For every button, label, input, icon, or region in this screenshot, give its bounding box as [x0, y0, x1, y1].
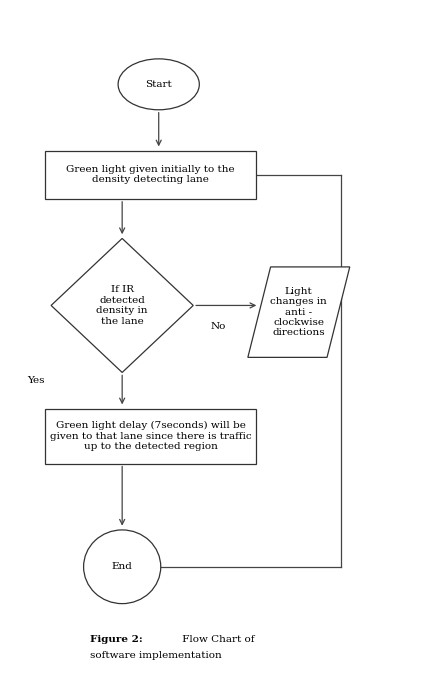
Ellipse shape	[118, 59, 199, 110]
Bar	[45, 408, 256, 463]
Text: Light
changes in
anti -
clockwise
directions: Light changes in anti - clockwise direct…	[270, 287, 327, 337]
Text: Yes: Yes	[27, 376, 45, 385]
Polygon shape	[51, 239, 193, 373]
Text: If IR
detected
density in
the lane: If IR detected density in the lane	[96, 285, 148, 325]
Text: Figure 2:: Figure 2:	[90, 634, 143, 644]
Bar	[45, 151, 256, 199]
Text: Green light given initially to the
density detecting lane: Green light given initially to the densi…	[66, 165, 235, 184]
Text: Flow Chart of: Flow Chart of	[179, 634, 255, 644]
Text: Green light delay (7seconds) will be
given to that lane since there is traffic
u: Green light delay (7seconds) will be giv…	[50, 421, 251, 451]
Text: End: End	[112, 563, 132, 571]
Polygon shape	[248, 267, 350, 357]
Text: software implementation: software implementation	[90, 651, 221, 660]
Text: No: No	[210, 322, 226, 331]
Ellipse shape	[84, 530, 161, 604]
Text: Start: Start	[146, 80, 172, 89]
